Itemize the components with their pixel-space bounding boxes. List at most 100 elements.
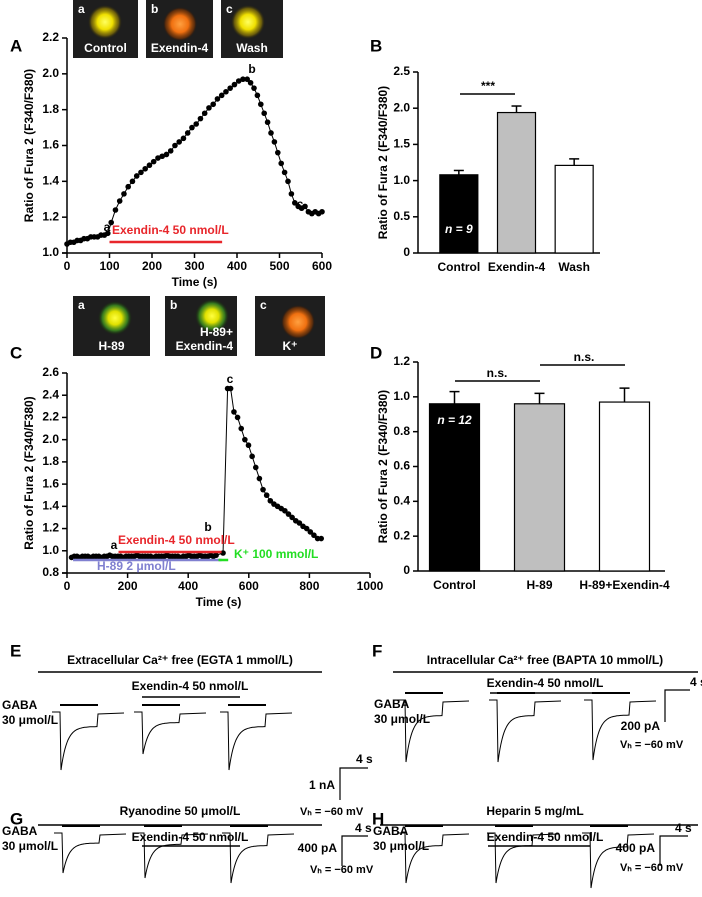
agonist-label: 30 μmol/L [373, 839, 429, 853]
image-label: K⁺ [283, 339, 298, 353]
n-label: n = 12 [437, 413, 472, 427]
data-point [244, 76, 250, 83]
data-point [268, 130, 274, 136]
data-point [289, 514, 295, 521]
panel-letter: F [372, 641, 382, 660]
bar [513, 403, 566, 572]
point-label: b [248, 62, 255, 76]
data-point [125, 183, 131, 190]
data-point [238, 425, 245, 432]
data-point [285, 511, 292, 517]
x-tick-label: Exendin-4 [488, 260, 546, 274]
agonist-label: 30 μmol/L [2, 839, 58, 853]
scale-current: 400 pA [298, 841, 338, 855]
x-tick-label: 100 [99, 259, 119, 273]
data-point [180, 135, 187, 142]
scale-time: 4 s [355, 821, 372, 835]
y-axis-title: Ratio of Fura 2 (F340/F380) [376, 390, 390, 543]
protocol-label: Exendin-4 50 nmol/L [118, 533, 235, 547]
data-point [271, 139, 278, 145]
significance-label: *** [481, 79, 495, 93]
data-point [231, 81, 238, 88]
y-axis-title: Ratio of Fura 2 (F340/F380) [376, 86, 390, 239]
image-letter: b [151, 2, 158, 16]
x-tick-label: 500 [269, 259, 289, 273]
panel-letter: D [370, 343, 382, 362]
data-point [278, 160, 285, 167]
scale-bar [664, 689, 690, 722]
data-point [146, 162, 153, 169]
data-point [172, 142, 178, 149]
data-point [234, 414, 241, 421]
y-tick-label: 1.4 [42, 174, 59, 188]
agonist-label: GABA [374, 697, 410, 711]
data-point [282, 507, 288, 514]
data-point [197, 115, 204, 122]
significance-label: n.s. [574, 350, 595, 364]
data-point [307, 529, 314, 535]
x-tick-label: 600 [312, 259, 332, 273]
n-label: n = 9 [445, 222, 473, 236]
x-tick-label: Wash [558, 260, 590, 274]
holding-potential: Vₕ = −60 mV [620, 739, 684, 751]
scale-current: 400 pA [616, 841, 656, 855]
current-trace [52, 711, 125, 771]
panel-letter: H [372, 809, 384, 828]
y-tick-label: 1.0 [393, 389, 410, 403]
data-point [264, 119, 271, 126]
data-point [302, 203, 308, 210]
data-point [242, 436, 248, 443]
y-tick-label: 2.2 [42, 30, 59, 44]
data-point [163, 151, 170, 158]
data-point [176, 139, 182, 145]
current-trace [582, 832, 655, 889]
data-point [159, 153, 165, 160]
data-point [227, 385, 234, 392]
x-tick-label: Control [438, 260, 481, 274]
y-tick-label: 2.0 [42, 66, 59, 80]
significance-label: n.s. [487, 366, 508, 380]
data-point [167, 148, 174, 154]
drug-label: Exendin-4 50 nmol/L [132, 679, 249, 693]
data-point [121, 191, 127, 197]
y-tick-label: 2.4 [42, 387, 59, 401]
data-point [263, 492, 270, 499]
x-tick-label: 400 [227, 259, 247, 273]
image-label: Exendin-4 [151, 41, 209, 55]
data-point [133, 173, 140, 179]
drug-label: Exendin-4 50 nmol/L [132, 830, 249, 844]
data-point [249, 453, 255, 460]
y-axis-title: Ratio of Fura 2 (F340/F380) [22, 69, 36, 222]
y-tick-label: 0 [403, 563, 410, 577]
panel-letter: A [10, 36, 22, 55]
y-tick-label: 1.6 [42, 476, 59, 490]
data-point [227, 85, 233, 91]
data-point [201, 110, 208, 117]
y-tick-label: 0.2 [393, 528, 410, 542]
holding-potential: Vₕ = −60 mV [310, 864, 374, 876]
scale-bar [659, 835, 688, 866]
data-point [214, 96, 221, 102]
data-point [245, 442, 252, 449]
x-tick-label: 1000 [357, 579, 384, 593]
protocol-label: K⁺ 100 mmol/L [234, 547, 318, 561]
data-point [210, 101, 216, 108]
x-tick-label: Control [433, 578, 476, 592]
current-trace [136, 832, 209, 879]
image-letter: c [226, 2, 233, 16]
cell-glow [88, 5, 122, 39]
data-point [256, 475, 263, 482]
y-tick-label: 1.0 [42, 245, 59, 259]
data-line [71, 388, 322, 558]
point-label: c [297, 197, 304, 211]
condition-label: Ryanodine 50 μmol/L [120, 804, 241, 818]
y-tick-label: 1.5 [393, 137, 410, 151]
data-point [285, 178, 291, 185]
data-point [150, 158, 157, 165]
data-point [138, 169, 144, 176]
image-letter: b [170, 298, 177, 312]
current-trace [222, 832, 295, 884]
y-tick-label: 2.5 [393, 64, 410, 78]
x-tick-label: 300 [184, 259, 204, 273]
